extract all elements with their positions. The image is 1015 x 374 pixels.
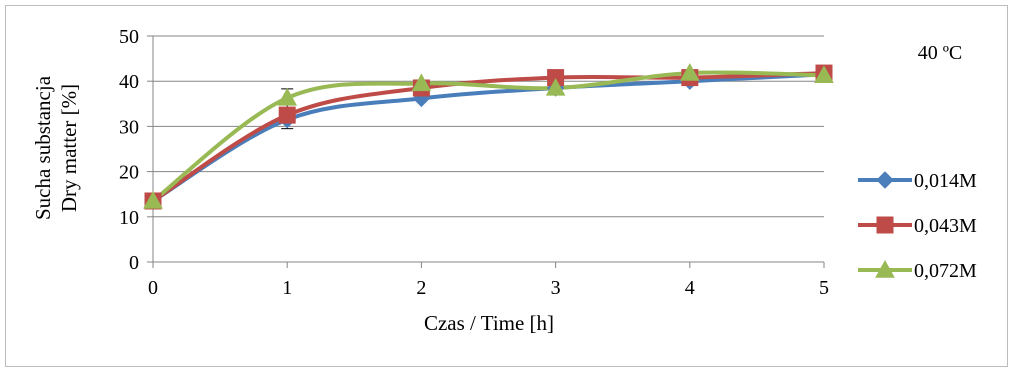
series-markers (143, 63, 834, 210)
y-tick-label: 10 (119, 207, 139, 229)
data-point-3-3 (545, 77, 566, 96)
x-tick-label: 2 (416, 277, 426, 299)
data-point-2-1 (278, 106, 296, 124)
legend: 0,014M 0,043M 0,072M (858, 170, 977, 282)
data-point-3-1 (277, 87, 298, 106)
y-tick-labels: 0 10 20 30 40 50 (119, 26, 139, 274)
legend-swatch-marker (876, 216, 894, 234)
x-tick-label: 1 (282, 277, 292, 299)
x-tick-label: 0 (148, 277, 158, 299)
x-tick-labels: 0 1 2 3 4 5 (148, 277, 829, 299)
y-tick-label: 20 (119, 162, 139, 184)
chart-frame (5, 5, 1008, 367)
x-tick-label: 3 (551, 277, 561, 299)
legend-swatch-marker (875, 259, 895, 278)
data-point-3-4 (679, 63, 700, 81)
legend-item-3: 0,072M (858, 259, 977, 282)
y-axis-title-line2: Dry matter [%] (57, 84, 81, 212)
legend-label: 0,072M (914, 260, 977, 282)
legend-item-1: 0,014M (858, 170, 977, 192)
data-point-3-5 (814, 65, 834, 84)
data-point-3-2 (411, 73, 432, 92)
series-line-1 (151, 72, 826, 203)
legend-swatch-marker (876, 171, 894, 189)
x-tick-label: 4 (685, 277, 695, 299)
legend-item-2: 0,043M (858, 215, 977, 237)
series-line-2 (151, 71, 826, 203)
legend-label: 0,014M (914, 170, 977, 192)
temperature-annotation: 40 ºC (918, 42, 963, 64)
legend-label: 0,043M (914, 215, 977, 237)
axes (147, 35, 825, 268)
y-axis-title-line1: Sucha substancja (31, 75, 55, 220)
gridlines (153, 35, 824, 218)
y-tick-label: 30 (119, 116, 139, 138)
data-point-3-0 (143, 190, 163, 209)
y-tick-label: 0 (129, 252, 139, 274)
y-axis-title: Sucha substancja Dry matter [%] (31, 75, 81, 220)
series-line-3 (151, 70, 826, 203)
x-tick-label: 5 (819, 277, 829, 299)
y-tick-label: 40 (119, 71, 139, 93)
x-axis-title: Czas / Time [h] (424, 311, 554, 335)
y-tick-label: 50 (119, 26, 139, 48)
series-lines (151, 70, 826, 203)
